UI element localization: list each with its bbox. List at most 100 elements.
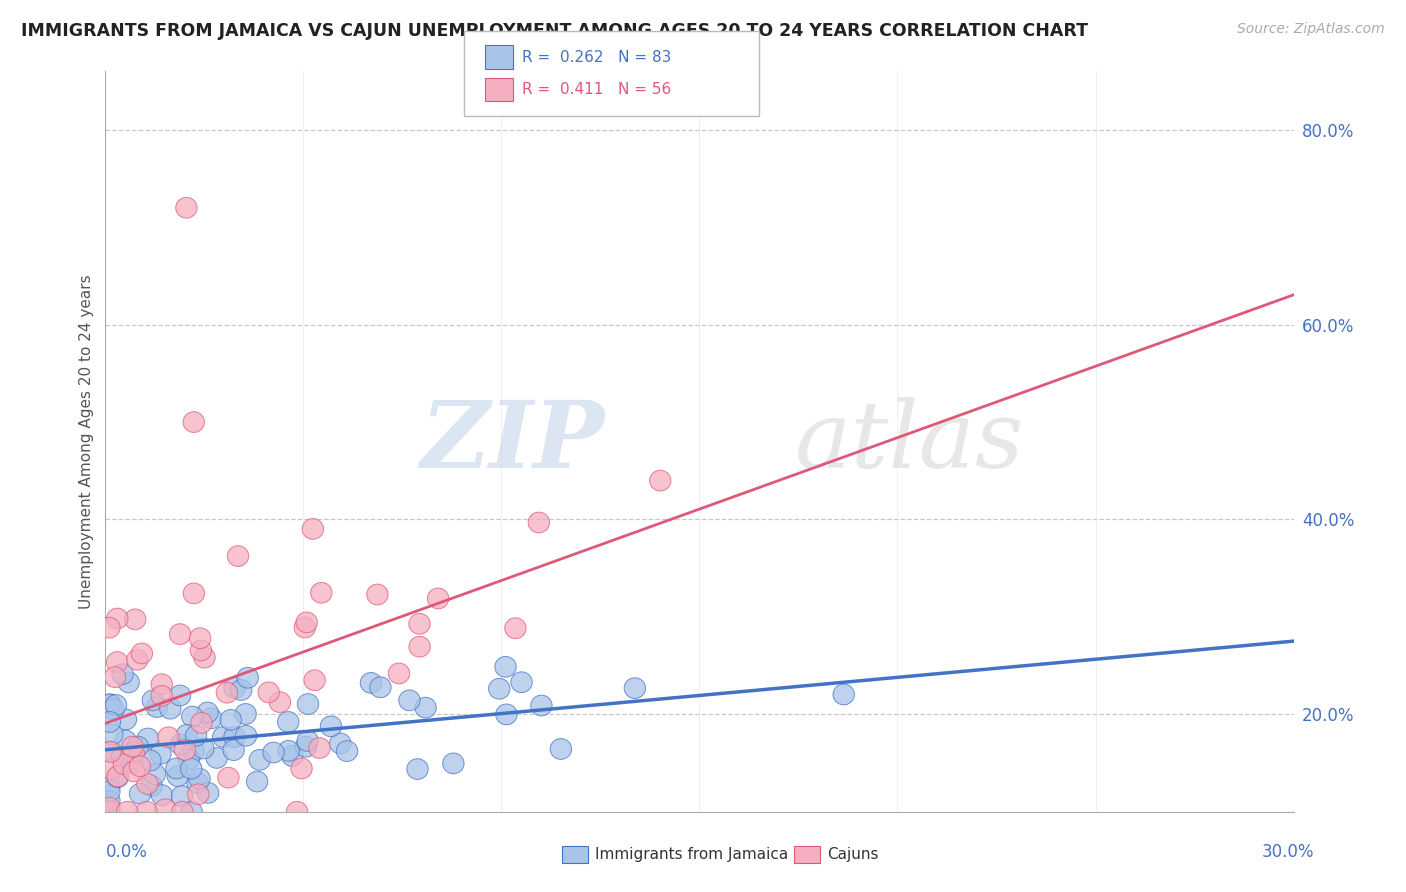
Ellipse shape: [370, 677, 391, 698]
Ellipse shape: [160, 698, 181, 719]
Ellipse shape: [112, 664, 134, 684]
Ellipse shape: [98, 797, 120, 818]
Ellipse shape: [287, 801, 308, 822]
Ellipse shape: [388, 663, 409, 684]
Ellipse shape: [257, 682, 280, 703]
Ellipse shape: [122, 752, 143, 773]
Ellipse shape: [281, 746, 302, 766]
Ellipse shape: [131, 643, 153, 664]
Ellipse shape: [180, 758, 202, 779]
Text: ZIP: ZIP: [420, 397, 605, 486]
Ellipse shape: [129, 783, 150, 804]
Text: R =  0.411   N = 56: R = 0.411 N = 56: [522, 82, 671, 96]
Ellipse shape: [427, 588, 449, 609]
Ellipse shape: [181, 706, 202, 727]
Ellipse shape: [201, 708, 222, 729]
Ellipse shape: [136, 773, 157, 794]
Ellipse shape: [138, 728, 159, 749]
Ellipse shape: [224, 678, 245, 698]
Ellipse shape: [98, 617, 120, 638]
Ellipse shape: [100, 694, 121, 714]
Ellipse shape: [228, 546, 249, 566]
Ellipse shape: [114, 754, 135, 774]
Ellipse shape: [188, 768, 211, 789]
Ellipse shape: [550, 739, 572, 759]
Ellipse shape: [246, 772, 267, 792]
Text: 30.0%: 30.0%: [1263, 843, 1315, 861]
Ellipse shape: [496, 704, 517, 724]
Ellipse shape: [100, 712, 121, 732]
Text: Source: ZipAtlas.com: Source: ZipAtlas.com: [1237, 22, 1385, 37]
Ellipse shape: [488, 679, 510, 699]
Ellipse shape: [105, 695, 127, 715]
Ellipse shape: [150, 744, 172, 764]
Ellipse shape: [181, 801, 202, 822]
Ellipse shape: [231, 680, 252, 700]
Ellipse shape: [115, 731, 136, 751]
Ellipse shape: [176, 724, 197, 745]
Text: R =  0.262   N = 83: R = 0.262 N = 83: [522, 50, 671, 64]
Ellipse shape: [127, 736, 149, 757]
Ellipse shape: [100, 759, 122, 780]
Ellipse shape: [309, 738, 330, 758]
Ellipse shape: [190, 640, 211, 661]
Ellipse shape: [530, 695, 553, 716]
Ellipse shape: [117, 801, 138, 822]
Ellipse shape: [238, 667, 259, 688]
Ellipse shape: [170, 734, 191, 755]
Ellipse shape: [218, 767, 239, 788]
Ellipse shape: [98, 776, 120, 797]
Ellipse shape: [169, 685, 191, 706]
Ellipse shape: [101, 724, 122, 745]
Ellipse shape: [510, 672, 533, 692]
Ellipse shape: [104, 667, 125, 688]
Ellipse shape: [98, 781, 120, 802]
Ellipse shape: [399, 690, 420, 711]
Ellipse shape: [197, 702, 218, 723]
Ellipse shape: [415, 698, 436, 718]
Ellipse shape: [107, 766, 128, 787]
Ellipse shape: [122, 736, 143, 757]
Ellipse shape: [291, 758, 312, 779]
Ellipse shape: [193, 739, 214, 759]
Ellipse shape: [118, 672, 139, 693]
Ellipse shape: [224, 739, 245, 761]
Ellipse shape: [650, 470, 671, 491]
Ellipse shape: [278, 740, 299, 761]
Ellipse shape: [146, 697, 167, 717]
Ellipse shape: [172, 801, 193, 822]
Ellipse shape: [98, 801, 120, 822]
Ellipse shape: [155, 799, 176, 820]
Ellipse shape: [100, 741, 121, 762]
Ellipse shape: [294, 617, 315, 638]
Ellipse shape: [367, 584, 388, 605]
Ellipse shape: [207, 747, 228, 768]
Ellipse shape: [329, 733, 352, 754]
Ellipse shape: [98, 790, 120, 812]
Ellipse shape: [224, 727, 245, 747]
Ellipse shape: [235, 704, 256, 724]
Text: IMMIGRANTS FROM JAMAICA VS CAJUN UNEMPLOYMENT AMONG AGES 20 TO 24 YEARS CORRELAT: IMMIGRANTS FROM JAMAICA VS CAJUN UNEMPLO…: [21, 22, 1088, 40]
Ellipse shape: [194, 648, 215, 668]
Ellipse shape: [100, 741, 121, 763]
Ellipse shape: [183, 412, 204, 433]
Y-axis label: Unemployment Among Ages 20 to 24 years: Unemployment Among Ages 20 to 24 years: [79, 274, 94, 609]
Ellipse shape: [141, 775, 163, 797]
Ellipse shape: [505, 618, 526, 639]
Ellipse shape: [125, 609, 146, 630]
Ellipse shape: [297, 612, 318, 632]
Ellipse shape: [150, 686, 173, 706]
Ellipse shape: [152, 785, 173, 805]
Ellipse shape: [197, 782, 219, 803]
Ellipse shape: [270, 692, 291, 713]
Ellipse shape: [217, 682, 238, 703]
Ellipse shape: [122, 742, 145, 764]
Ellipse shape: [107, 652, 128, 673]
Ellipse shape: [277, 712, 299, 732]
Ellipse shape: [142, 690, 163, 711]
Ellipse shape: [115, 709, 136, 730]
Ellipse shape: [139, 750, 162, 771]
Ellipse shape: [169, 624, 191, 644]
Ellipse shape: [183, 740, 204, 762]
Ellipse shape: [107, 608, 128, 629]
